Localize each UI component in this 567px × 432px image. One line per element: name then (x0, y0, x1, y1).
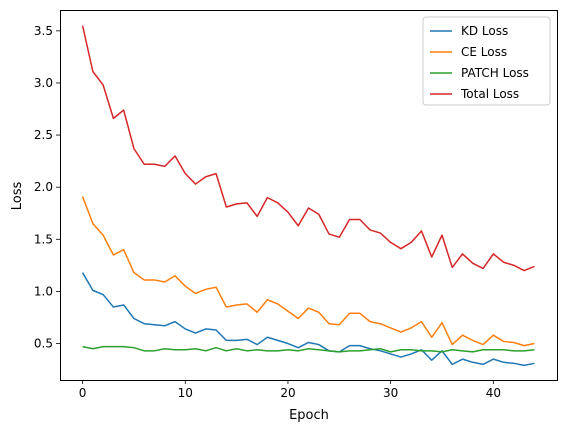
y-axis-ticks: 0.5 1.0 1.5 2.0 2.5 3.0 3.5 (34, 24, 60, 351)
legend-label-ce-loss: CE Loss (461, 45, 507, 59)
y-tick-label: 3.0 (34, 76, 53, 90)
legend-label-patch-loss: PATCH Loss (461, 66, 529, 80)
x-axis-ticks: 0 10 20 30 40 (79, 380, 501, 400)
x-tick-label: 20 (280, 386, 295, 400)
y-tick-label: 2.0 (34, 180, 53, 194)
y-tick-label: 2.5 (34, 128, 53, 142)
plot-lines (81, 25, 535, 367)
series-line-kd-loss (81, 272, 535, 367)
series-line-patch-loss (82, 345, 535, 353)
series-line-ce-loss (81, 196, 535, 347)
x-tick-label: 10 (178, 386, 193, 400)
y-tick-label: 1.0 (34, 284, 53, 298)
series-line-total-loss (81, 25, 535, 272)
plot-frame (60, 10, 558, 381)
legend-label-total-loss: Total Loss (460, 87, 519, 101)
x-tick-label: 30 (383, 386, 398, 400)
y-tick-label: 0.5 (34, 337, 53, 351)
y-tick-label: 3.5 (34, 24, 53, 38)
y-axis-label: Loss (10, 182, 25, 211)
legend: KD Loss CE Loss PATCH Loss Total Loss (422, 16, 551, 106)
x-axis-label: Epoch (289, 408, 329, 423)
legend-label-kd-loss: KD Loss (461, 24, 508, 38)
x-tick-label: 40 (486, 386, 501, 400)
y-tick-label: 1.5 (34, 232, 53, 246)
x-tick-label: 0 (79, 386, 87, 400)
legend-box (422, 16, 551, 106)
